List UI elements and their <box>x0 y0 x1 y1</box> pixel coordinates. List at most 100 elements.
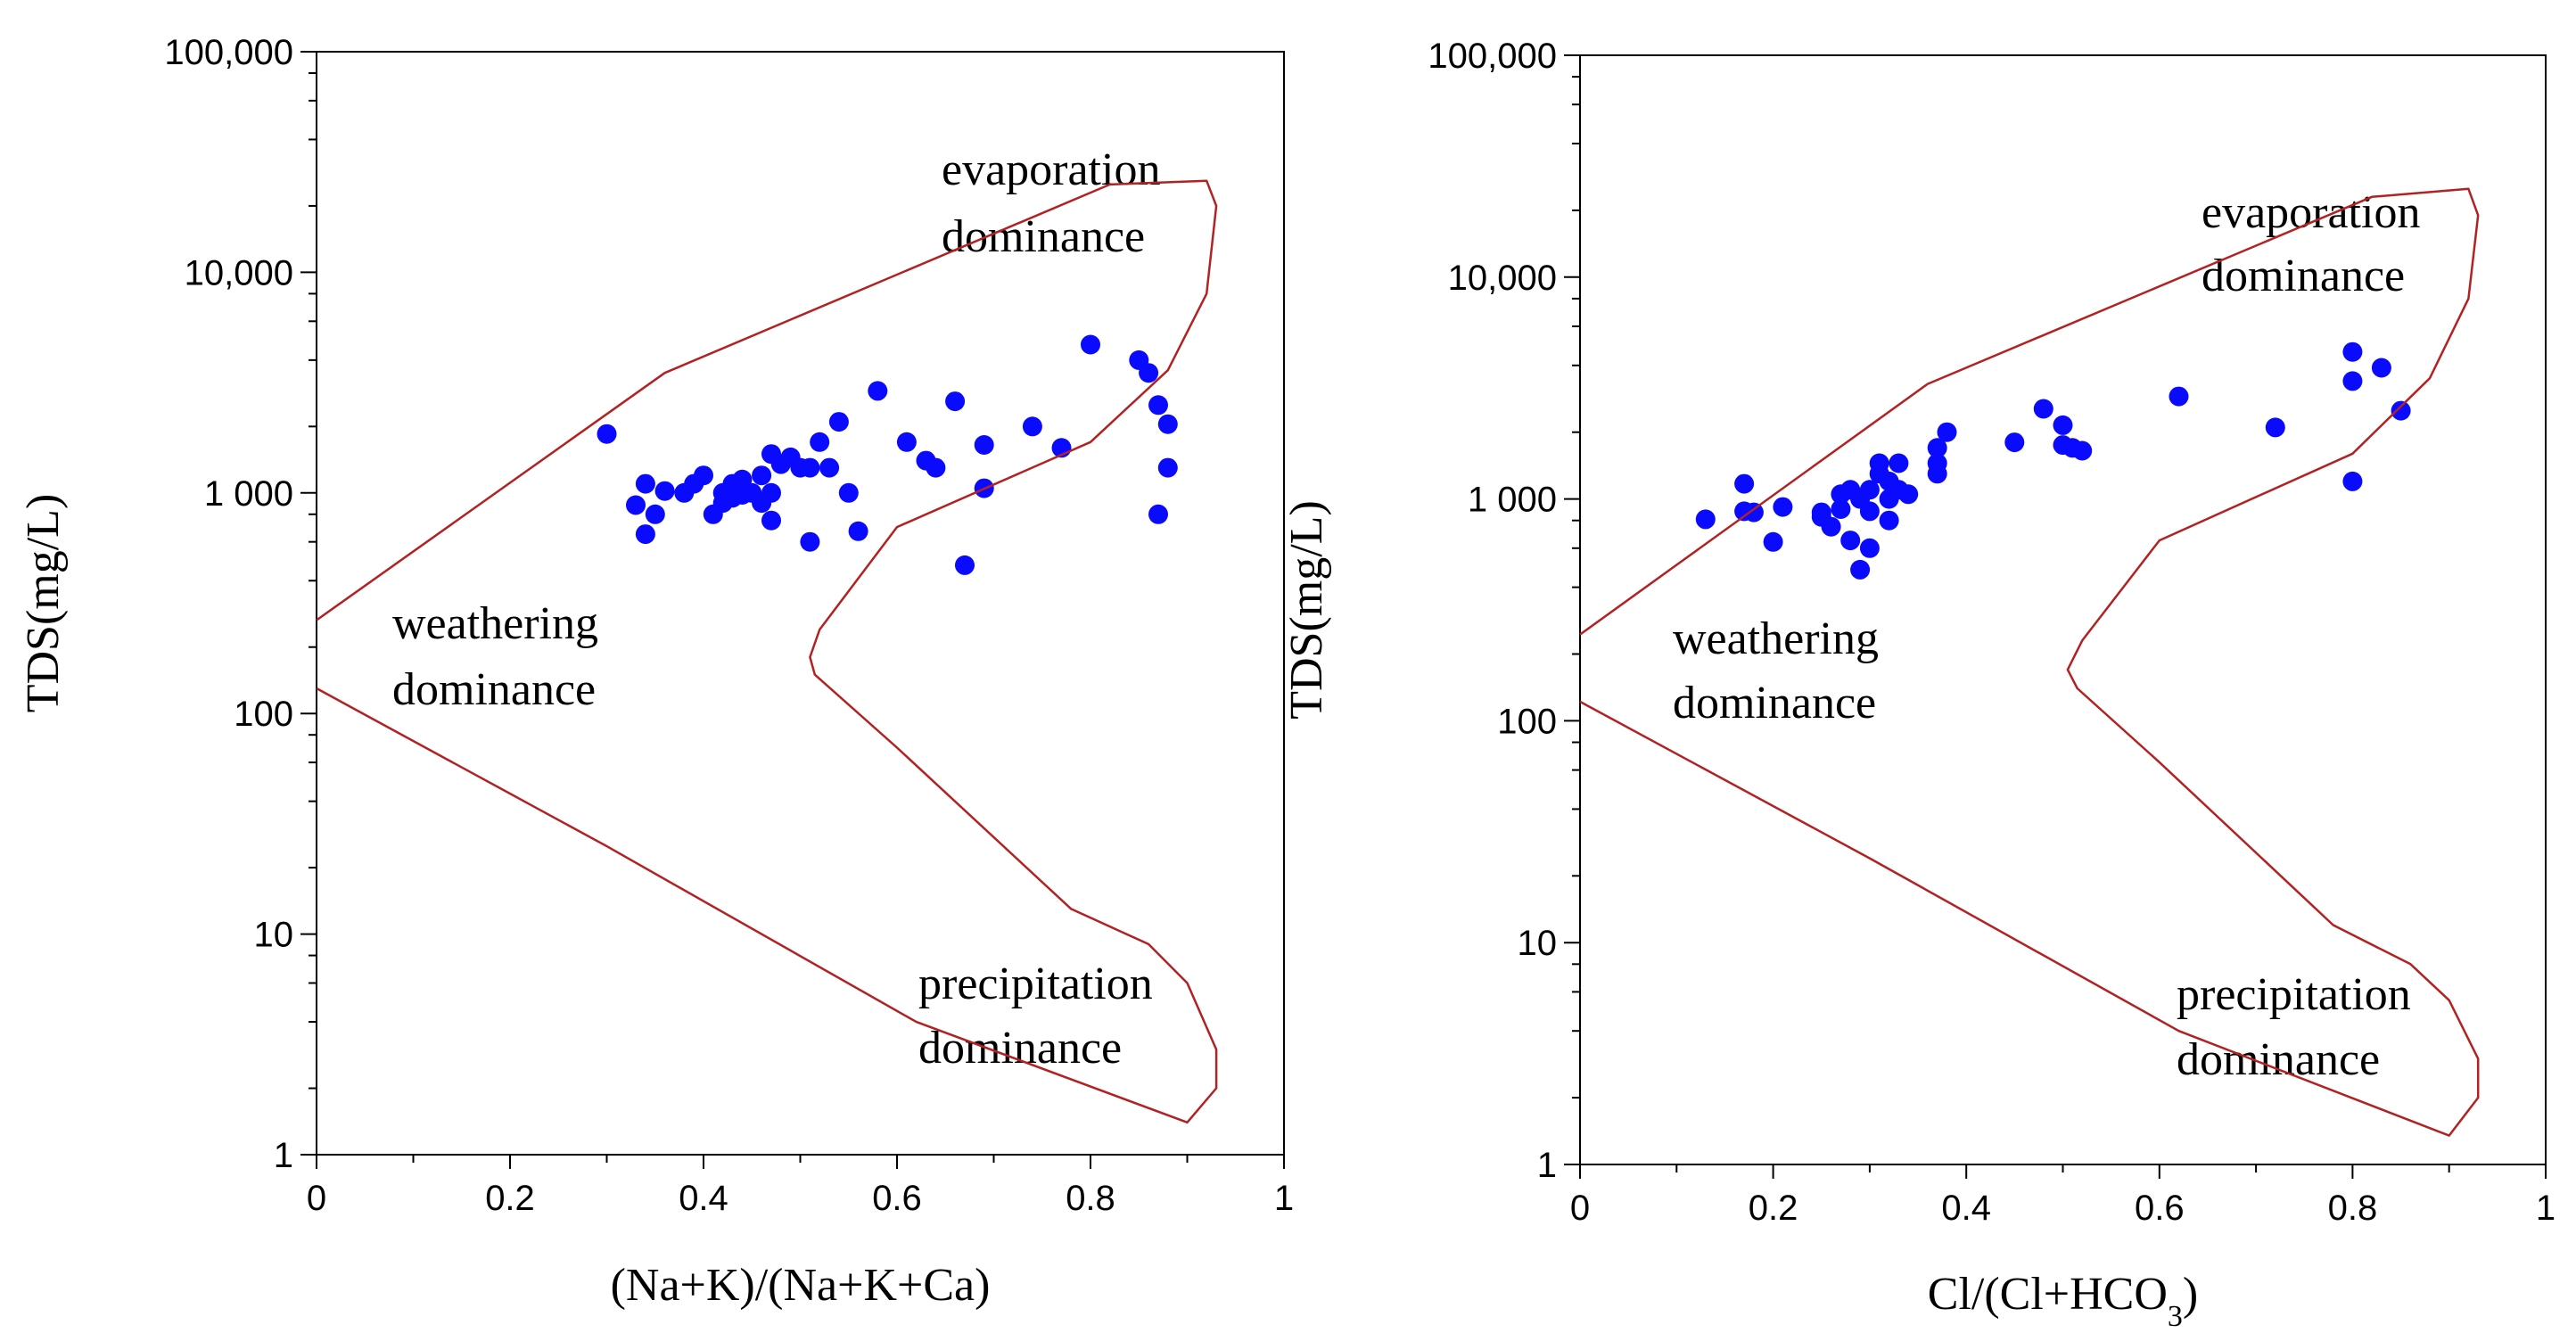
x-tick-label: 0.4 <box>1941 1189 1991 1228</box>
x-tick-label: 1 <box>2536 1189 2555 1228</box>
data-point <box>635 473 655 494</box>
data-point <box>1734 473 1755 494</box>
y-tick-label: 10 <box>1518 924 1558 963</box>
data-point <box>819 457 840 478</box>
data-point <box>896 432 917 452</box>
data-point <box>1859 538 1880 558</box>
x-tick-label: 1 <box>1274 1179 1294 1218</box>
x-tick-label: 0.4 <box>679 1179 728 1218</box>
y-tick-label: 1 000 <box>1468 481 1557 520</box>
data-point <box>1850 559 1871 580</box>
data-point <box>1927 438 1947 458</box>
data-point <box>2342 371 2363 391</box>
data-point <box>1859 501 1880 522</box>
weathering-label-line2: dominance <box>1673 678 1876 728</box>
data-point <box>597 424 617 444</box>
x-tick-label: 0 <box>1570 1189 1590 1228</box>
gibbs-envelope-curve <box>1579 187 2480 1137</box>
data-point <box>1157 414 1178 434</box>
data-point <box>1927 453 1947 473</box>
precipitation-label-line2: dominance <box>918 1023 1122 1074</box>
weathering-label-line1: weathering <box>392 598 598 649</box>
data-point <box>2342 341 2363 362</box>
data-point <box>2265 417 2285 438</box>
x-tick-label: 0.6 <box>872 1179 922 1218</box>
y-tick-label: 10 <box>254 916 294 955</box>
y-tick-label: 100,000 <box>1428 37 1557 76</box>
data-point <box>945 391 966 412</box>
data-point <box>635 524 655 545</box>
data-point <box>1148 504 1168 524</box>
data-point <box>1148 395 1168 416</box>
data-point <box>761 510 781 531</box>
data-point <box>848 521 868 541</box>
data-point <box>974 435 994 455</box>
x-tick-label: 0.2 <box>1749 1189 1798 1228</box>
scatter-points <box>1695 341 2411 580</box>
data-point <box>1139 363 1159 383</box>
evaporation-label-line2: dominance <box>942 211 1145 262</box>
x-axis-title: (Na+K)/(Na+K+Ca) <box>611 1260 991 1311</box>
data-point <box>654 481 675 501</box>
data-point <box>752 465 772 486</box>
y-tick-label: 100,000 <box>164 33 293 72</box>
data-point <box>1840 531 1861 551</box>
y-tick-label: 100 <box>1497 702 1557 741</box>
data-point <box>1763 531 1783 552</box>
data-point <box>1743 502 1764 523</box>
data-point <box>1811 502 1831 523</box>
evaporation-label-line2: dominance <box>2202 251 2405 301</box>
data-point <box>800 531 820 552</box>
y-tick-label: 1 <box>1537 1146 1557 1185</box>
data-point <box>645 504 665 524</box>
x-axis-title: Cl/(Cl+HCO3) <box>1928 1269 2198 1333</box>
data-point <box>1695 509 1716 530</box>
evaporation-label-line1: evaporation <box>942 144 1160 195</box>
data-point <box>2342 471 2363 491</box>
data-point <box>2371 358 2391 378</box>
data-point <box>1898 484 1919 505</box>
y-axis-title: TDS(mg/L) <box>18 494 69 713</box>
precipitation-label-line1: precipitation <box>918 959 1153 1009</box>
x-tick-label: 0 <box>307 1179 326 1218</box>
x-tick-label: 0.8 <box>1066 1179 1115 1218</box>
data-point <box>828 412 849 432</box>
data-point <box>868 381 888 401</box>
scatter-points <box>597 334 1178 575</box>
data-point <box>800 457 820 478</box>
data-point <box>1869 453 1889 473</box>
y-tick-label: 1 000 <box>204 474 293 514</box>
data-point <box>2391 400 2411 421</box>
x-tick-label: 0.6 <box>2135 1189 2185 1228</box>
data-point <box>1157 457 1178 478</box>
precipitation-label-line1: precipitation <box>2177 969 2411 1020</box>
data-point <box>926 457 946 478</box>
data-point <box>2169 386 2189 407</box>
data-point <box>1879 510 1899 531</box>
panel-left-gibbs-cation: evaporation dominance weathering dominan… <box>18 33 1294 1311</box>
y-tick-label: 1 <box>274 1136 293 1175</box>
panel-right-gibbs-anion: evaporation dominance weathering dominan… <box>1281 37 2555 1333</box>
data-point <box>1831 499 1851 519</box>
x-tick-label: 0.8 <box>2328 1189 2378 1228</box>
data-point <box>955 555 975 575</box>
y-tick-label: 10,000 <box>1448 259 1557 298</box>
data-point <box>2072 440 2093 461</box>
y-axis-title: TDS(mg/L) <box>1281 500 1332 720</box>
data-point <box>2033 399 2053 419</box>
data-point <box>626 495 646 515</box>
data-point <box>1859 480 1880 500</box>
data-point <box>1081 334 1100 355</box>
data-point <box>2053 415 2073 435</box>
data-point <box>838 482 859 503</box>
y-tick-label: 10,000 <box>185 253 293 292</box>
x-tick-label: 0.2 <box>485 1179 535 1218</box>
data-point <box>1773 497 1793 517</box>
data-point <box>761 482 781 503</box>
data-point <box>1022 416 1042 437</box>
data-point <box>1821 516 1841 537</box>
data-point <box>810 432 830 452</box>
data-point <box>1889 453 1909 473</box>
data-point <box>2004 432 2025 453</box>
